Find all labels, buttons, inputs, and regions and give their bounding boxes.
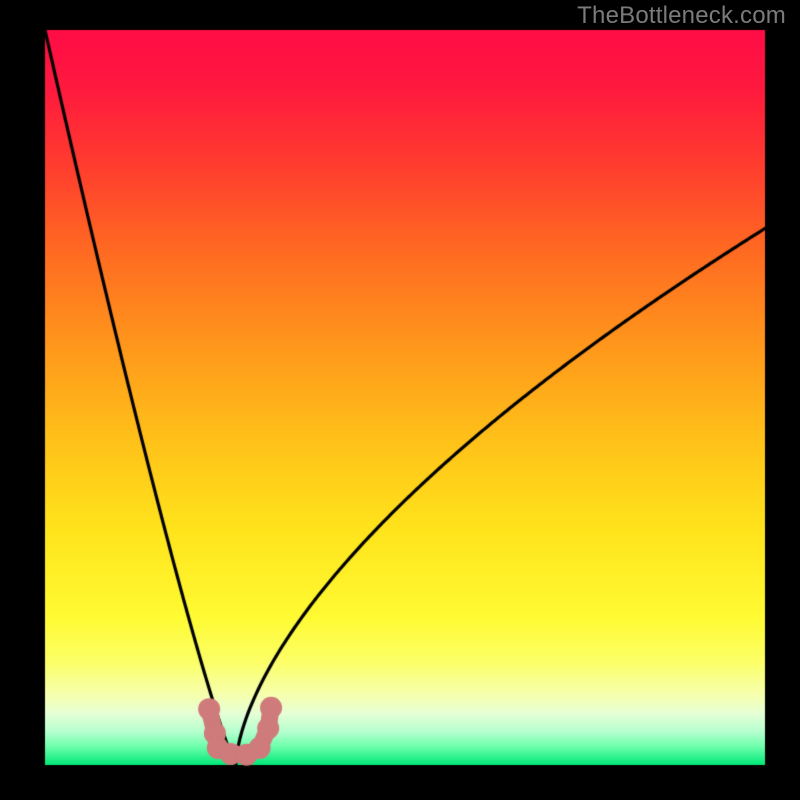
chart-stage: TheBottleneck.com: [0, 0, 800, 800]
bottleneck-chart-canvas: [0, 0, 800, 800]
watermark-text: TheBottleneck.com: [577, 2, 786, 30]
